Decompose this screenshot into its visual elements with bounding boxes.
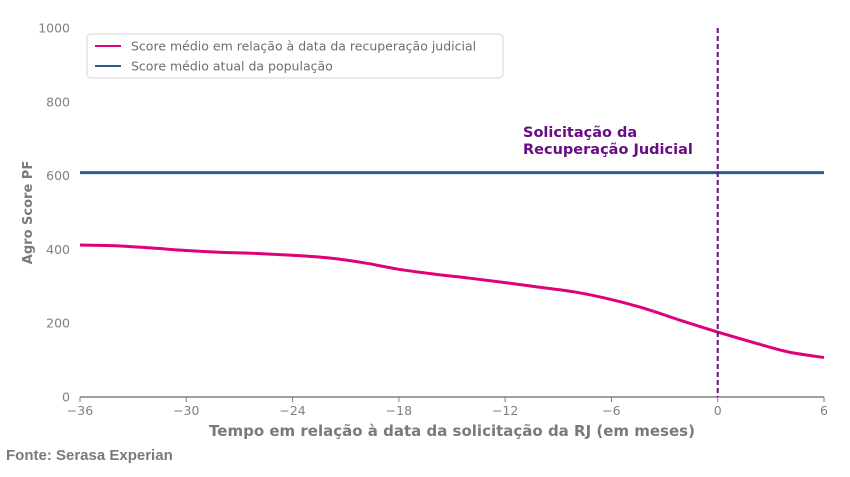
source-note: Fonte: Serasa Experian <box>6 447 173 464</box>
line-chart: −36 −30 −24 −18 −12 −6 0 6 0 200 400 600 800 1000 Temp… <box>21 21 828 441</box>
x-tick-label: 6 <box>820 403 828 418</box>
series-line-0 <box>79 243 825 359</box>
annotation-line-0: Solicitação da <box>523 125 637 141</box>
x-tick-label: 0 <box>714 403 722 418</box>
y-tick-label: 1000 <box>38 21 70 36</box>
x-tick-label: −36 <box>67 403 93 418</box>
x-tick-label: −18 <box>386 403 412 418</box>
x-tick-label: −6 <box>602 403 620 418</box>
y-tick-label: 0 <box>62 390 70 405</box>
y-tick-label: 800 <box>46 94 70 109</box>
legend-label-0: Score médio em relação à data da recuper… <box>131 39 476 54</box>
legend-label-1: Score médio atual da população <box>131 59 333 74</box>
y-tick-label: 600 <box>46 168 70 183</box>
y-tick-label: 200 <box>46 316 70 331</box>
y-tick-label: 400 <box>46 242 70 257</box>
chart-area: −36 −30 −24 −18 −12 −6 0 6 0 200 400 600 800 1000 Temp… <box>21 21 828 441</box>
y-axis-title: Agro Score PF <box>21 161 36 264</box>
annotation-line-1: Recuperação Judicial <box>523 142 693 158</box>
x-tick-label: −24 <box>279 403 305 418</box>
x-axis-title: Tempo em relação à data da solicitação d… <box>209 422 695 440</box>
legend-box <box>86 33 504 79</box>
x-tick-label: −30 <box>173 403 199 418</box>
x-tick-label: −12 <box>492 403 518 418</box>
